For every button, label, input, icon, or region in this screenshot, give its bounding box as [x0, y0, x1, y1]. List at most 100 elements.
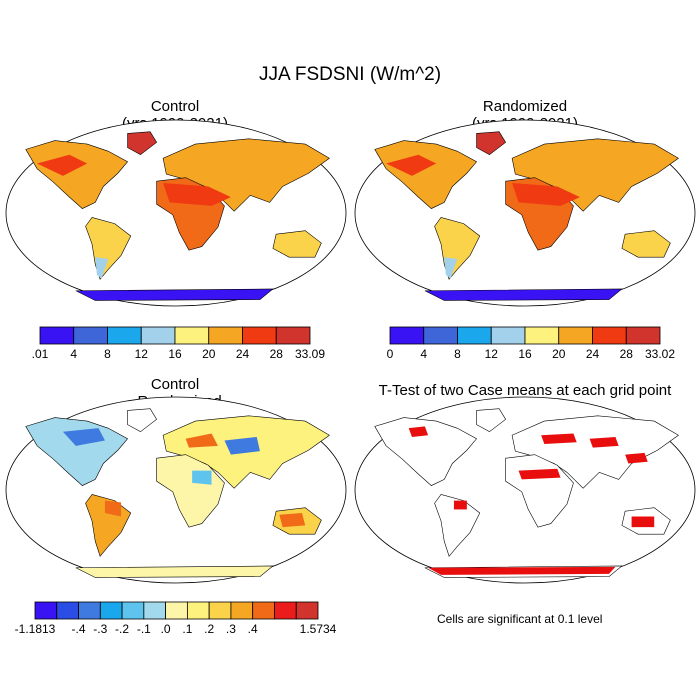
colorbar-tick-label: .0 — [160, 622, 171, 636]
control-hot-region — [163, 182, 231, 206]
colorbar-tick-label: 24 — [585, 347, 600, 361]
colorbar-swatch — [558, 326, 593, 345]
difference-antarctica — [75, 565, 274, 578]
randomized-cool-region — [444, 257, 458, 279]
ttest-northAmerica — [374, 417, 478, 486]
colorbar-tick-label: 8 — [454, 347, 461, 361]
randomized-title-line1: Randomized — [482, 98, 568, 115]
difference-detail — [62, 428, 306, 528]
ttest-map — [354, 396, 696, 584]
colorbar-swatch — [39, 326, 75, 345]
colorbar-swatch — [274, 601, 297, 620]
control-antarctica — [75, 288, 274, 301]
colorbar-tick-label: 8 — [104, 347, 111, 361]
difference-anomaly-patch — [279, 512, 306, 528]
significant-cell — [541, 433, 577, 445]
difference-anomaly-patch — [104, 500, 122, 517]
colorbar-tick-label: 20 — [552, 347, 566, 361]
randomized-australia — [621, 230, 671, 258]
colorbar-swatch — [78, 601, 101, 620]
colorbar-swatch — [165, 601, 188, 620]
colorbar-tick-label: -.1 — [136, 622, 151, 636]
colorbar-swatch — [186, 601, 210, 620]
control-greenland — [127, 131, 158, 156]
colorbar-tick-label: 33.02 — [644, 347, 676, 361]
difference-anomaly-patch — [62, 428, 105, 446]
colorbar-swatch — [208, 601, 232, 620]
control-northAmerica — [25, 140, 129, 209]
significant-cell — [589, 436, 619, 448]
control-australia — [272, 230, 322, 258]
randomized-colorbar — [389, 326, 661, 345]
colorbar-swatch — [389, 326, 425, 345]
colorbar-swatch — [56, 601, 79, 620]
randomized-antarctica — [424, 288, 623, 301]
significant-cell — [428, 566, 616, 575]
significant-cell — [453, 500, 467, 510]
colorbar-tick-label: 20 — [202, 347, 216, 361]
colorbar-tick-label: -.2 — [115, 622, 130, 636]
colorbar-swatch — [140, 326, 176, 345]
significant-cell — [631, 516, 655, 528]
randomized-greenland — [476, 131, 507, 156]
colorbar-swatch — [592, 326, 627, 345]
significance-note: Cells are significant at 0.1 level — [437, 612, 603, 626]
ttest-greenland — [476, 408, 507, 433]
colorbar-tick-label: -1.1813 — [14, 622, 56, 636]
colorbar-swatch — [121, 601, 145, 620]
colorbar-tick-label: 4 — [70, 347, 78, 361]
significance-cells — [408, 426, 655, 575]
ttest-title-line1: T-Test of two Case means at each grid po… — [378, 382, 672, 399]
colorbar-swatch — [242, 326, 277, 345]
control-cool-region — [95, 257, 109, 279]
colorbar-swatch — [99, 601, 123, 620]
significant-cell — [408, 426, 429, 437]
colorbar-swatch — [457, 326, 492, 345]
colorbar-tick-label: .01 — [31, 347, 49, 361]
control-colorbar — [39, 326, 311, 345]
colorbar-swatch — [143, 601, 167, 620]
colorbar-tick-label: 12 — [134, 347, 148, 361]
colorbar-tick-label: 33.09 — [294, 347, 326, 361]
colorbar-swatch — [34, 601, 58, 620]
ttest-panel-title: T-Test of two Case means at each grid po… — [350, 382, 700, 399]
control-detail — [37, 154, 231, 279]
colorbar-swatch — [208, 326, 243, 345]
difference-anomaly-patch — [185, 433, 218, 448]
randomized-northAmerica — [374, 140, 478, 209]
colorbar-swatch — [275, 326, 311, 345]
colorbar-tick-label: .3 — [225, 622, 236, 636]
colorbar-swatch — [625, 326, 661, 345]
colorbar-tick-label: 0 — [386, 347, 394, 361]
colorbar-tick-label: 16 — [168, 347, 182, 361]
randomized-hot-north-region — [386, 154, 437, 176]
colorbar-swatch — [524, 326, 560, 345]
control-hot-north-region — [37, 154, 88, 176]
randomized-map — [354, 119, 696, 307]
randomized-hot-region — [512, 182, 580, 206]
colorbar-tick-label: 1.5734 — [299, 622, 337, 636]
colorbar-tick-label: -.3 — [93, 622, 108, 636]
colorbar-swatch — [423, 326, 458, 345]
difference-anomaly-patch — [224, 436, 260, 455]
colorbar-tick-label: 12 — [484, 347, 498, 361]
ttest-southAmerica — [434, 494, 481, 557]
control-map — [5, 119, 347, 307]
colorbar-tick-label: .4 — [247, 622, 258, 636]
colorbar-swatch — [107, 326, 142, 345]
colorbar-swatch — [73, 326, 108, 345]
significant-cell — [518, 468, 561, 480]
colorbar-tick-label: .2 — [204, 622, 215, 636]
colorbar-tick-label: .1 — [182, 622, 193, 636]
colorbar-tick-label: 4 — [420, 347, 428, 361]
colorbar-swatch — [252, 601, 275, 620]
significant-cell — [625, 452, 648, 464]
difference-greenland — [127, 408, 158, 433]
difference-northAmerica — [25, 417, 129, 486]
colorbar-tick-label: 16 — [518, 347, 532, 361]
colorbar-swatch — [295, 601, 319, 620]
control-title-line1: Control — [150, 98, 200, 115]
colorbar-tick-label: 24 — [235, 347, 250, 361]
difference-map — [5, 396, 347, 584]
difference-anomaly-patch — [192, 470, 212, 485]
